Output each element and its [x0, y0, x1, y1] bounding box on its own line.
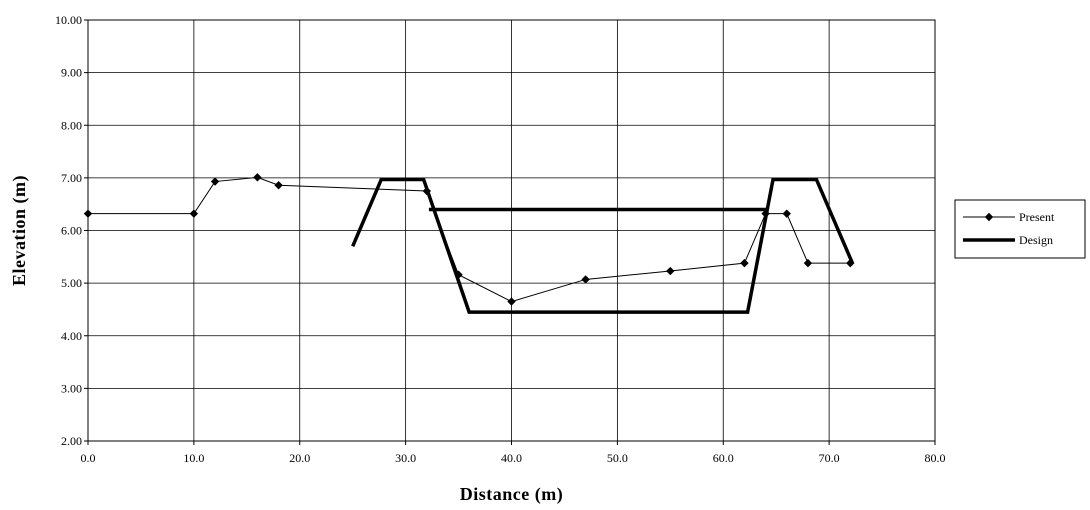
x-axis-title: Distance (m)	[460, 484, 563, 505]
series-present-point	[454, 270, 463, 279]
y-axis-tick-labels: 2.00 3.00 4.00 5.00 6.00 7.00 8.00 9.00 10.00	[55, 13, 88, 448]
x-tick-label: 20.0	[289, 451, 310, 465]
y-tick-label: 3.00	[61, 381, 82, 395]
x-tick-label: 50.0	[607, 451, 628, 465]
series-present-point	[274, 181, 283, 190]
y-tick-label: 7.00	[61, 171, 82, 185]
series-present-point	[581, 275, 590, 284]
legend-entry-design: Design	[963, 233, 1053, 247]
series-present-point	[846, 258, 855, 268]
y-tick-label: 5.00	[61, 276, 82, 290]
legend-box	[954, 199, 1086, 259]
series-present-point	[189, 209, 199, 218]
y-tick-label: 9.00	[61, 66, 82, 80]
legend-design-label: Design	[1019, 233, 1053, 247]
series-present-point	[782, 209, 791, 218]
legend-present-diamond-icon	[984, 212, 994, 222]
y-tick-label: 6.00	[61, 224, 82, 238]
y-axis-title: Elevation (m)	[9, 175, 30, 286]
series-present-point	[422, 186, 431, 196]
series-present-point	[210, 177, 220, 186]
legend-entry-present: Present	[963, 210, 1055, 224]
x-tick-label: 80.0	[925, 451, 946, 465]
series-present-point	[83, 209, 93, 218]
series-present-point	[253, 173, 262, 182]
y-tick-label: 8.00	[61, 118, 82, 132]
y-tick-label: 10.00	[55, 13, 82, 27]
y-tick-label: 4.00	[61, 329, 82, 343]
x-tick-label: 60.0	[713, 451, 734, 465]
x-tick-label: 10.0	[183, 451, 204, 465]
series-present-point	[740, 258, 749, 268]
x-tick-label: 40.0	[501, 451, 522, 465]
x-axis-tick-labels: 0.0 10.0 20.0 30.0 40.0 50.0 60.0 70.0 80.0	[81, 441, 946, 465]
plot-area	[87, 19, 936, 442]
legend-present-label: Present	[1019, 210, 1055, 224]
x-tick-label: 70.0	[819, 451, 840, 465]
x-tick-label: 30.0	[395, 451, 416, 465]
series-present-point	[803, 258, 813, 268]
x-tick-label: 0.0	[81, 451, 96, 465]
series-present-point	[666, 266, 675, 276]
series-design-line-segment	[351, 177, 855, 314]
legend: Present Design	[954, 199, 1086, 259]
series-present-point	[761, 209, 770, 218]
series-present-point	[507, 297, 516, 306]
series-layer	[83, 173, 855, 314]
y-tick-label: 2.00	[61, 434, 82, 448]
